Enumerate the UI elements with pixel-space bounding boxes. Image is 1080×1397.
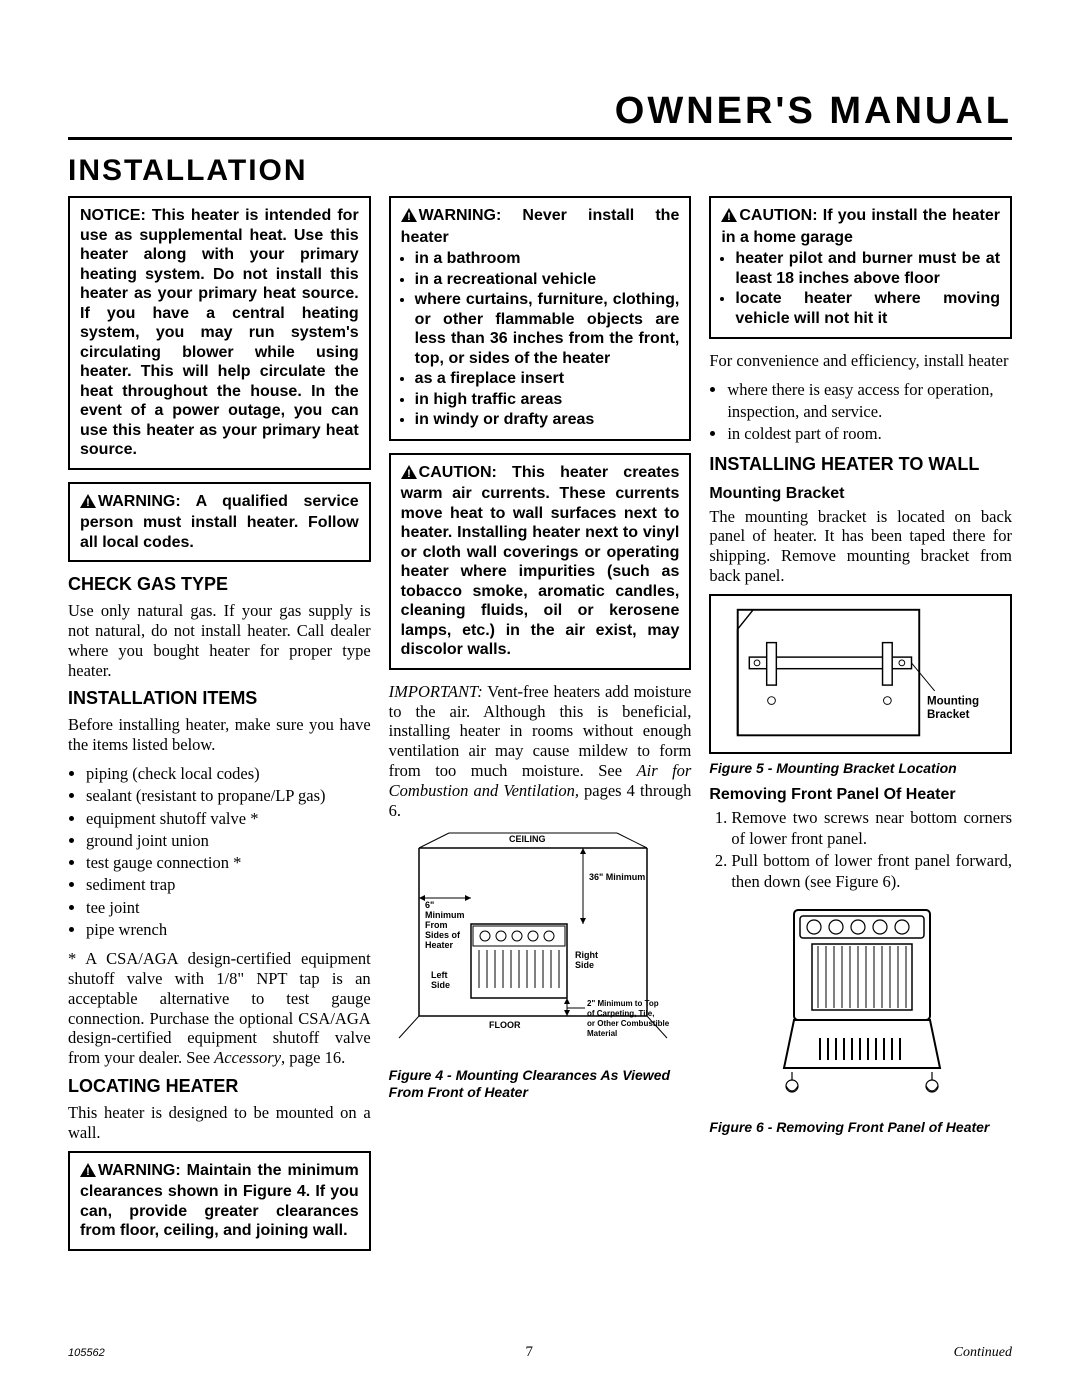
- continued-label: Continued: [954, 1345, 1012, 1361]
- svg-text:36" Minimum: 36" Minimum: [589, 872, 645, 882]
- figure-5: Mounting Bracket: [709, 594, 1012, 754]
- section-title: INSTALLATION: [68, 154, 1012, 188]
- remove-panel-heading: Removing Front Panel Of Heater: [709, 786, 1012, 804]
- mounting-bracket-heading: Mounting Bracket: [709, 485, 1012, 503]
- check-gas-heading: CHECK GAS TYPE: [68, 574, 371, 595]
- warning-icon: !: [721, 208, 737, 228]
- list-item: in high traffic areas: [415, 390, 680, 410]
- installation-items-list: piping (check local codes) sealant (resi…: [86, 763, 371, 941]
- locating-heater-body: This heater is designed to be mounted on…: [68, 1103, 371, 1143]
- mounting-bracket-body: The mounting bracket is located on back …: [709, 507, 1012, 586]
- list-item: test gauge connection *: [86, 852, 371, 874]
- warning-clearance-text: WARNING: Maintain the minimum clearances…: [80, 1162, 359, 1240]
- list-item: Pull bottom of lower front panel forward…: [731, 851, 1012, 892]
- figure-4-caption: Figure 4 - Mounting Clearances As Viewed…: [389, 1067, 692, 1099]
- installation-items-heading: INSTALLATION ITEMS: [68, 688, 371, 709]
- list-item: sealant (resistant to propane/LP gas): [86, 785, 371, 807]
- column-left: NOTICE: This heater is intended for use …: [68, 196, 371, 1263]
- install-wall-heading: INSTALLING HEATER TO WALL: [709, 454, 1012, 475]
- caution-discolor-box: ! CAUTION: This heater creates warm air …: [389, 453, 692, 670]
- svg-text:Heater: Heater: [425, 940, 454, 950]
- warning-icon: !: [401, 465, 417, 485]
- list-item: Remove two screws near bottom corners of…: [731, 808, 1012, 849]
- svg-text:!: !: [728, 211, 732, 222]
- warning-icon: !: [80, 494, 96, 514]
- list-item: where curtains, furniture, clothing, or …: [415, 290, 680, 368]
- list-item: where there is easy access for operation…: [727, 379, 1012, 424]
- important-moisture-note: IMPORTANT: Vent-free heaters add moistur…: [389, 682, 692, 821]
- svg-text:or Other Combustible: or Other Combustible: [587, 1019, 670, 1028]
- caution-garage-list: heater pilot and burner must be at least…: [735, 249, 1000, 328]
- notice-box: NOTICE: This heater is intended for use …: [68, 196, 371, 470]
- svg-text:Material: Material: [587, 1029, 617, 1038]
- svg-text:Side: Side: [575, 960, 594, 970]
- check-gas-body: Use only natural gas. If your gas supply…: [68, 601, 371, 680]
- list-item: locate heater where moving vehicle will …: [735, 289, 1000, 328]
- column-right: ! CAUTION: If you install the heater in …: [709, 196, 1012, 1263]
- manual-title: OWNER'S MANUAL: [68, 90, 1012, 133]
- installation-items-intro: Before installing heater, make sure you …: [68, 715, 371, 755]
- warning-icon: !: [401, 208, 417, 228]
- warning-icon: !: [80, 1163, 96, 1183]
- svg-text:of Carpeting, Tile,: of Carpeting, Tile,: [587, 1009, 654, 1018]
- page-footer: 105562 7 Continued: [68, 1344, 1012, 1361]
- list-item: in coldest part of room.: [727, 423, 1012, 445]
- svg-text:6": 6": [425, 900, 434, 910]
- svg-text:2" Minimum to Top: 2" Minimum to Top: [587, 999, 659, 1008]
- svg-text:!: !: [86, 1166, 90, 1177]
- list-item: heater pilot and burner must be at least…: [735, 249, 1000, 288]
- svg-text:!: !: [407, 468, 411, 479]
- list-item: tee joint: [86, 897, 371, 919]
- warning-never-list: in a bathroom in a recreational vehicle …: [415, 249, 680, 430]
- convenience-list: where there is easy access for operation…: [727, 379, 1012, 446]
- svg-text:Minimum: Minimum: [425, 910, 465, 920]
- list-item: in a bathroom: [415, 249, 680, 269]
- warning-never-install-box: ! WARNING: Never install the heater in a…: [389, 196, 692, 441]
- svg-text:Left: Left: [431, 970, 448, 980]
- column-middle: ! WARNING: Never install the heater in a…: [389, 196, 692, 1263]
- warning-clearance-box: ! WARNING: Maintain the minimum clearanc…: [68, 1151, 371, 1251]
- page-number: 7: [525, 1344, 533, 1361]
- list-item: in windy or drafty areas: [415, 410, 680, 430]
- svg-text:FLOOR: FLOOR: [489, 1020, 521, 1030]
- svg-text:!: !: [86, 497, 90, 508]
- doc-number: 105562: [68, 1347, 105, 1359]
- list-item: ground joint union: [86, 830, 371, 852]
- svg-text:!: !: [407, 211, 411, 222]
- warning-qualified-box: ! WARNING: A qualified service person mu…: [68, 482, 371, 563]
- list-item: as a fireplace insert: [415, 369, 680, 389]
- locating-heater-heading: LOCATING HEATER: [68, 1076, 371, 1097]
- figure-5-caption: Figure 5 - Mounting Bracket Location: [709, 760, 1012, 776]
- svg-text:Sides of: Sides of: [425, 930, 461, 940]
- svg-text:Bracket: Bracket: [927, 709, 970, 721]
- svg-text:CEILING: CEILING: [509, 834, 546, 844]
- svg-text:Mounting: Mounting: [927, 695, 979, 707]
- caution-garage-box: ! CAUTION: If you install the heater in …: [709, 196, 1012, 339]
- svg-text:Side: Side: [431, 980, 450, 990]
- list-item: pipe wrench: [86, 919, 371, 941]
- svg-text:Right: Right: [575, 950, 598, 960]
- notice-text: NOTICE: This heater is intended for use …: [80, 207, 359, 458]
- warning-qualified-text: WARNING: A qualified service person must…: [80, 493, 359, 551]
- list-item: equipment shutoff valve *: [86, 808, 371, 830]
- figure-4: CEILING 36" Minimum 6" Minimum From Side…: [389, 828, 692, 1063]
- installation-items-footnote: * A CSA/AGA design-certified equipment s…: [68, 949, 371, 1068]
- caution-discolor-text: CAUTION: This heater creates warm air cu…: [401, 464, 680, 659]
- caution-garage-title: CAUTION: If you install the heater in a …: [721, 207, 1000, 246]
- list-item: piping (check local codes): [86, 763, 371, 785]
- list-item: sediment trap: [86, 874, 371, 896]
- list-item: in a recreational vehicle: [415, 270, 680, 290]
- svg-text:From: From: [425, 920, 448, 930]
- page-header: OWNER'S MANUAL: [68, 90, 1012, 140]
- convenience-intro: For convenience and efficiency, install …: [709, 351, 1012, 371]
- warning-never-title: WARNING: Never install the heater: [401, 207, 680, 246]
- figure-6-caption: Figure 6 - Removing Front Panel of Heate…: [709, 1119, 1012, 1135]
- remove-panel-steps: Remove two screws near bottom corners of…: [731, 808, 1012, 893]
- figure-6: [709, 900, 1012, 1115]
